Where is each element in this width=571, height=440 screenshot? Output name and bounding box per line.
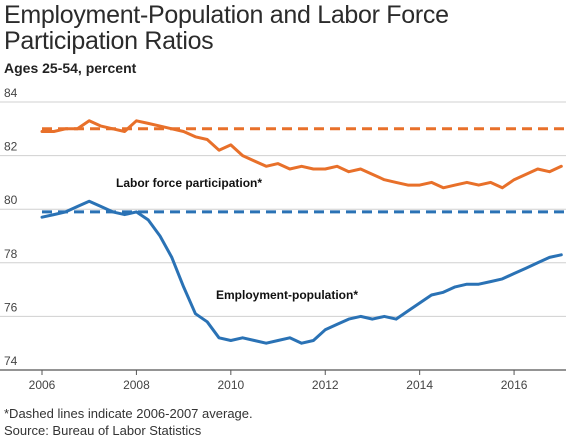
series-lines <box>40 119 563 345</box>
series-line-employment-population <box>40 199 563 345</box>
gridlines <box>0 101 566 371</box>
annotations: Labor force participation* Employment-po… <box>116 176 358 302</box>
x-tick-label: 2006 <box>29 378 56 392</box>
series-line-labor-force-participation <box>40 119 563 190</box>
x-tick-label: 2014 <box>406 378 433 392</box>
y-tick-label: 74 <box>4 354 18 368</box>
y-tick-label: 80 <box>4 193 18 207</box>
chart-title: Employment-Population and Labor Force Pa… <box>4 1 449 55</box>
chart-subtitle: Ages 25-54, percent <box>4 60 137 76</box>
x-tick-label: 2008 <box>123 378 150 392</box>
y-tick-label: 78 <box>4 247 18 261</box>
y-axis-ticks: 74 76 78 80 82 84 <box>4 86 18 368</box>
annotation-lfp: Labor force participation* <box>116 176 262 190</box>
y-tick-label: 84 <box>4 86 18 100</box>
reference-lines <box>42 127 566 214</box>
annotation-emp: Employment-population* <box>216 288 358 302</box>
x-tick-label: 2016 <box>501 378 528 392</box>
source-note: Source: Bureau of Labor Statistics <box>4 423 202 438</box>
x-axis: 2006 2008 2010 2012 2014 2016 <box>0 369 566 392</box>
x-tick-label: 2010 <box>217 378 244 392</box>
footnote: *Dashed lines indicate 2006-2007 average… <box>4 406 253 421</box>
x-tick-label: 2012 <box>312 378 339 392</box>
y-tick-label: 82 <box>4 140 18 154</box>
y-tick-label: 76 <box>4 300 18 314</box>
